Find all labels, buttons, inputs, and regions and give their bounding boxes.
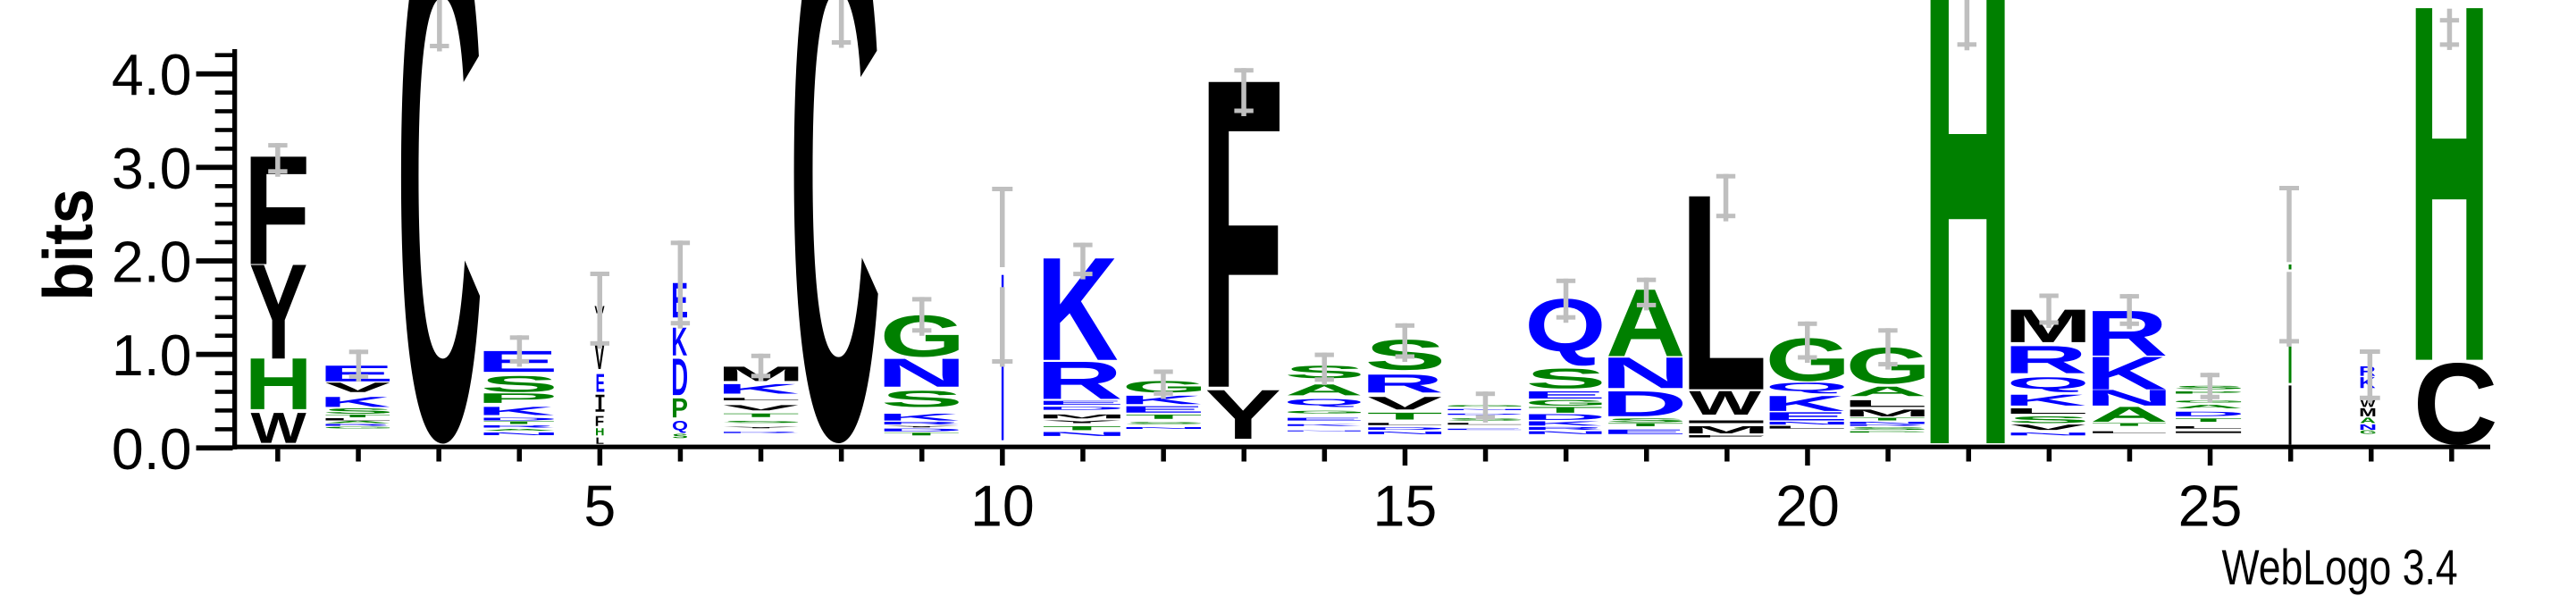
svg-text:10: 10 [970, 474, 1035, 539]
svg-text:15: 15 [1373, 474, 1438, 539]
svg-text:3.0: 3.0 [112, 137, 192, 201]
svg-text:25: 25 [2178, 474, 2243, 539]
svg-text:bits: bits [29, 189, 107, 300]
svg-text:2.0: 2.0 [112, 231, 192, 295]
svg-text:0.0: 0.0 [112, 417, 192, 482]
svg-text:5: 5 [583, 474, 616, 539]
svg-text:4.0: 4.0 [112, 43, 192, 107]
svg-text:1.0: 1.0 [112, 323, 192, 388]
svg-text:WebLogo 3.4: WebLogo 3.4 [2222, 540, 2458, 595]
svg-text:20: 20 [1775, 474, 1840, 539]
